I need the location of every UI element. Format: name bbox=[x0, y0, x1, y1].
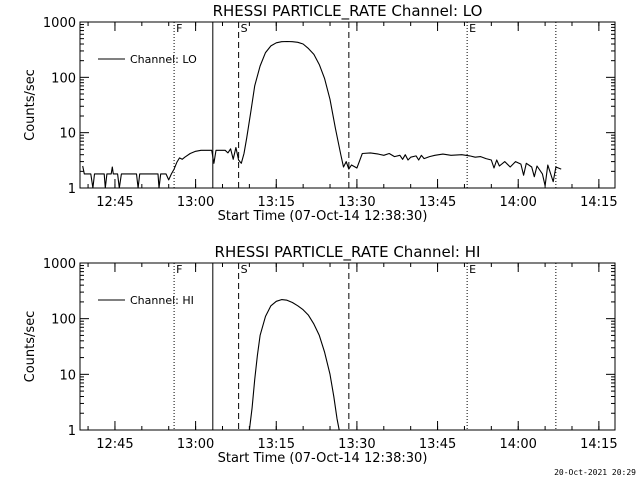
y-axis-label: Counts/sec bbox=[23, 69, 38, 141]
x-tick-label: 13:15 bbox=[258, 195, 295, 210]
x-tick-label: 13:00 bbox=[177, 195, 214, 210]
time-marker-label: F bbox=[176, 263, 182, 276]
y-tick-label: 1 bbox=[68, 182, 76, 197]
y-tick-label: 1000 bbox=[43, 16, 76, 31]
series-line bbox=[82, 40, 562, 189]
timestamp-footer: 20-Oct-2021 20:29 bbox=[554, 468, 636, 477]
y-tick-label: 10 bbox=[59, 368, 76, 383]
x-tick-label: 13:30 bbox=[338, 195, 375, 210]
x-tick-label: 13:30 bbox=[338, 437, 375, 452]
time-marker-label: F bbox=[176, 22, 182, 35]
legend-label: Channel: LO bbox=[130, 53, 197, 66]
y-tick-label: 1 bbox=[68, 424, 76, 439]
x-tick-label: 12:45 bbox=[96, 195, 133, 210]
x-tick-label: 13:45 bbox=[419, 437, 456, 452]
x-tick-label: 13:00 bbox=[177, 437, 214, 452]
time-marker-label: E bbox=[469, 22, 476, 35]
panel-lo: RHESSI PARTICLE_RATE Channel: LO 1 10 100 10… bbox=[23, 2, 618, 224]
x-tick-label: 13:45 bbox=[419, 195, 456, 210]
x-tick-label: 12:45 bbox=[96, 437, 133, 452]
x-tick-label: 14:00 bbox=[499, 195, 536, 210]
y-tick-label: 100 bbox=[51, 71, 76, 86]
plot-frame bbox=[79, 262, 616, 431]
x-tick-label: 14:00 bbox=[499, 437, 536, 452]
y-axis-label: Counts/sec bbox=[23, 311, 38, 383]
y-tick-label: 1000 bbox=[43, 257, 76, 272]
series-line bbox=[248, 299, 340, 431]
time-marker-label: E bbox=[469, 263, 476, 276]
x-tick-label: 13:15 bbox=[258, 437, 295, 452]
time-marker-label: S bbox=[241, 22, 248, 35]
y-tick-label: 100 bbox=[51, 313, 76, 328]
x-tick-label: 14:15 bbox=[580, 437, 617, 452]
x-axis-label: Start Time (07-Oct-14 12:38:30) bbox=[218, 451, 428, 466]
panel-hi: RHESSI PARTICLE_RATE Channel: HI 1 10 100 10… bbox=[23, 243, 618, 466]
x-tick-label: 14:15 bbox=[580, 195, 617, 210]
chart-title: RHESSI PARTICLE_RATE Channel: HI bbox=[215, 243, 481, 262]
y-tick-label: 10 bbox=[59, 127, 76, 142]
plot-frame bbox=[79, 21, 616, 189]
chart-title: RHESSI PARTICLE_RATE Channel: LO bbox=[213, 2, 483, 21]
time-marker-label: S bbox=[241, 263, 248, 276]
x-axis-label: Start Time (07-Oct-14 12:38:30) bbox=[218, 209, 428, 224]
legend-label: Channel: HI bbox=[130, 294, 194, 307]
